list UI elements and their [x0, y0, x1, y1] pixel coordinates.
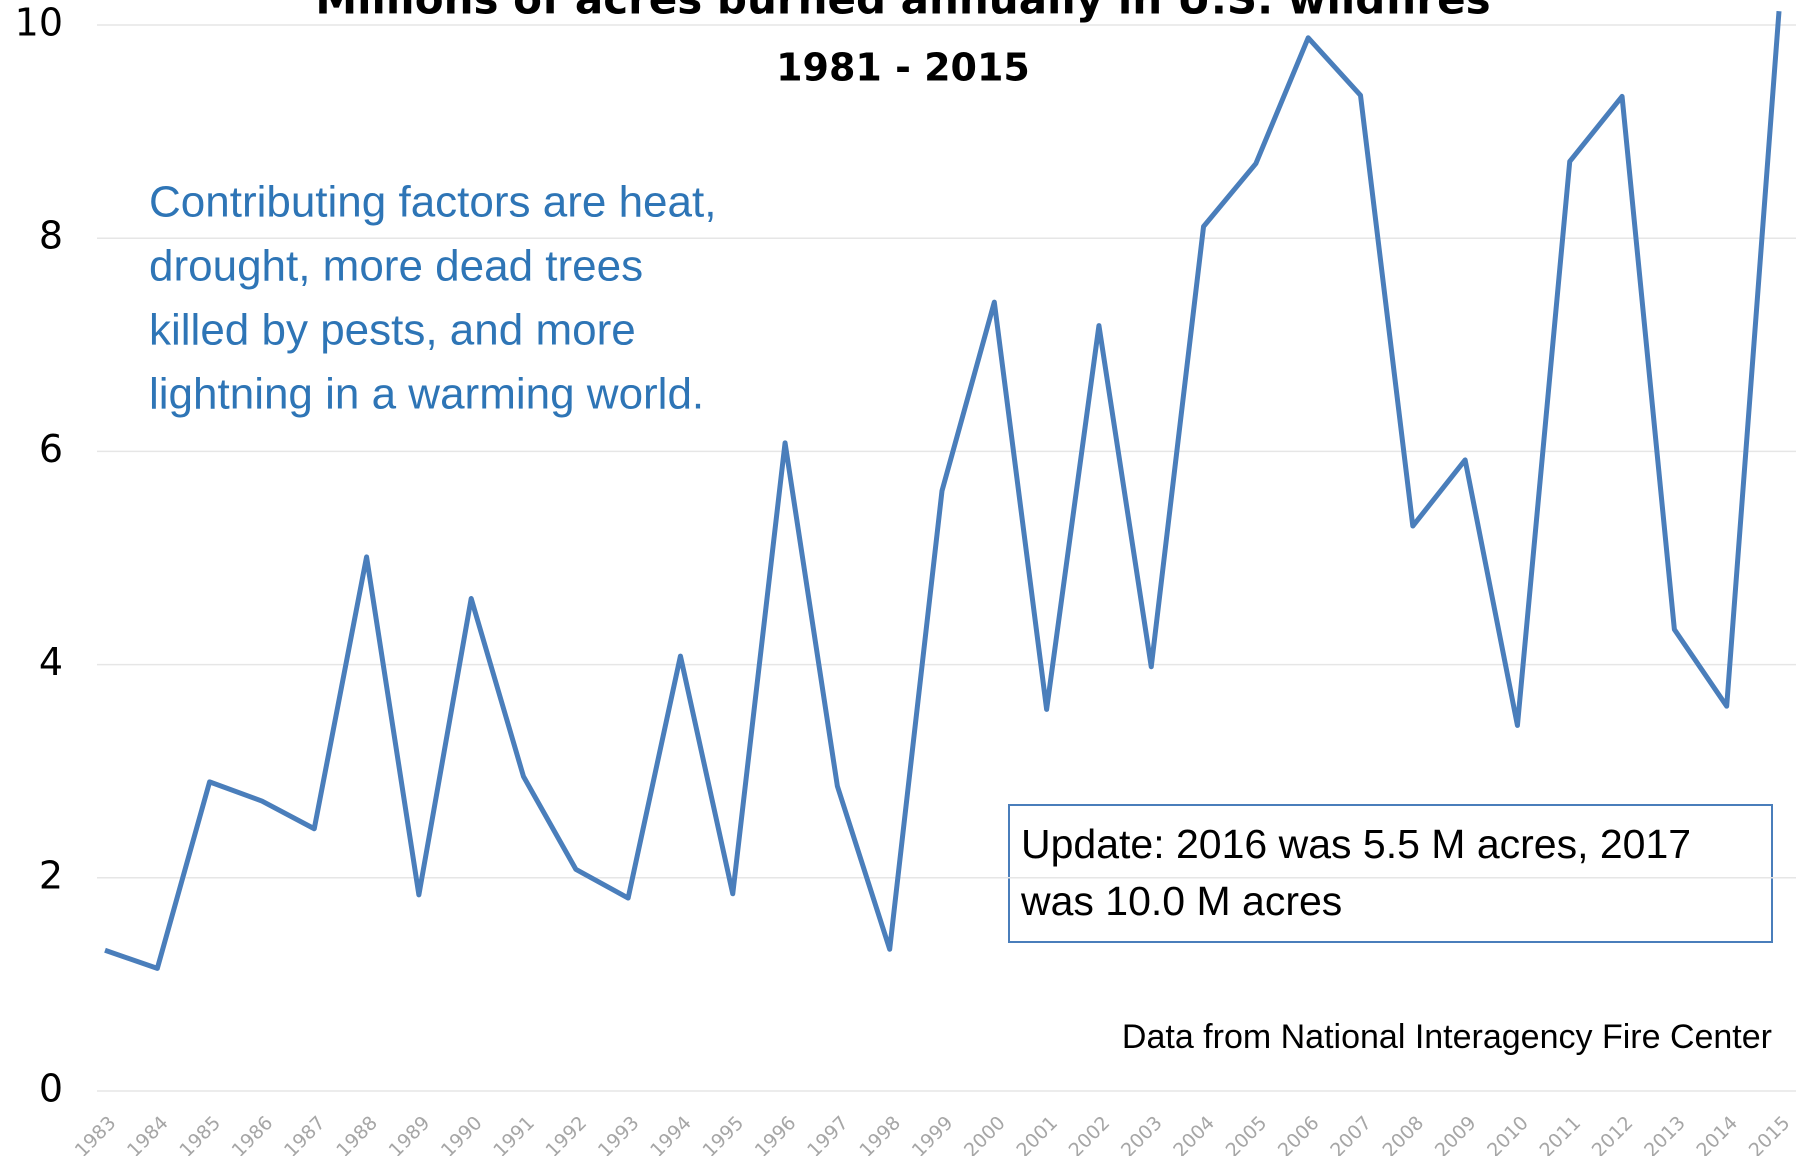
y-tick-label: 2	[39, 853, 63, 897]
x-tick-label: 2012	[1588, 1112, 1638, 1156]
x-tick-label: 1991	[489, 1112, 539, 1156]
x-tick-label: 2006	[1274, 1112, 1324, 1156]
x-tick-label: 2005	[1222, 1112, 1272, 1156]
chart-subtitle: 1981 - 2015	[776, 46, 1030, 90]
x-tick-label: 1990	[437, 1112, 487, 1156]
update-text: Update: 2016 was 5.5 M acres, 2017	[1021, 821, 1691, 867]
annotation: killed by pests, and more	[149, 306, 636, 355]
x-tick-label: 2002	[1065, 1112, 1115, 1156]
x-tick-label: 1999	[908, 1112, 958, 1156]
data-line	[104, 10, 1782, 971]
x-tick-label: 1987	[280, 1112, 330, 1156]
x-tick-label: 1998	[855, 1112, 905, 1156]
y-tick-label: 10	[15, 1, 63, 45]
y-tick-label: 6	[39, 427, 63, 471]
source-note: Data from National Interagency Fire Cent…	[1122, 1018, 1772, 1056]
x-tick-label: 1986	[228, 1112, 278, 1156]
x-tick-label: 1994	[646, 1112, 696, 1156]
x-tick-label: 1984	[123, 1112, 173, 1156]
x-tick-label: 2009	[1431, 1112, 1481, 1156]
x-tick-label: 1995	[698, 1112, 748, 1156]
x-tick-label: 1989	[385, 1112, 435, 1156]
x-tick-label: 1983	[71, 1112, 121, 1156]
y-tick-label: 0	[39, 1067, 63, 1111]
x-tick-label: 2011	[1535, 1112, 1585, 1156]
x-tick-label: 2001	[1012, 1112, 1062, 1156]
annotation: drought, more dead trees	[149, 242, 643, 291]
update-text: was 10.0 M acres	[1020, 878, 1342, 924]
y-tick-label: 4	[39, 640, 63, 684]
x-tick-label: 1988	[332, 1112, 382, 1156]
annotation: Contributing factors are heat,	[149, 178, 716, 227]
x-tick-label: 1992	[541, 1112, 591, 1156]
annotation: lightning in a warming world.	[149, 370, 704, 419]
chart-title: Millions of acres burned annually in U.S…	[315, 0, 1490, 24]
y-tick-label: 8	[39, 214, 63, 258]
x-tick-label: 1996	[751, 1112, 801, 1156]
x-tick-label: 2004	[1169, 1112, 1219, 1156]
x-tick-label: 2003	[1117, 1112, 1167, 1156]
update-box	[1008, 804, 1773, 943]
x-tick-label: 1993	[594, 1112, 644, 1156]
x-tick-label: 2014	[1692, 1112, 1742, 1156]
x-tick-label: 2015	[1745, 1112, 1795, 1156]
x-tick-label: 2000	[960, 1112, 1010, 1156]
x-tick-label: 2010	[1483, 1112, 1533, 1156]
x-tick-label: 2007	[1326, 1112, 1376, 1156]
x-tick-label: 2013	[1640, 1112, 1690, 1156]
x-tick-label: 1997	[803, 1112, 853, 1156]
x-tick-label: 1985	[175, 1112, 225, 1156]
x-tick-label: 2008	[1378, 1112, 1428, 1156]
